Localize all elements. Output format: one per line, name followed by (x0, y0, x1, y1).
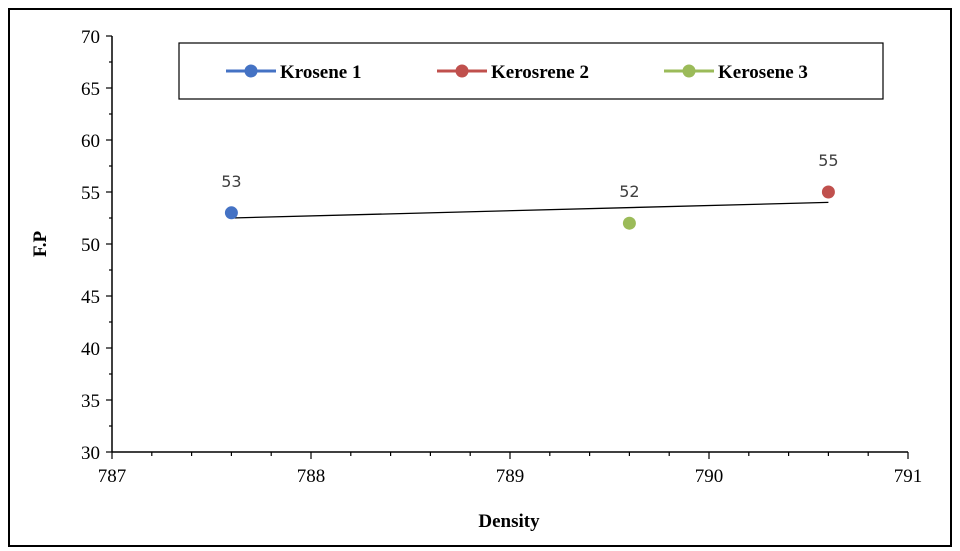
x-tick-label: 787 (98, 466, 127, 487)
y-tick-label: 45 (81, 287, 100, 308)
x-tick-label: 789 (496, 466, 525, 487)
legend: Krosene 1 Kerosrene 2 Kerosene 3 (178, 42, 884, 100)
legend-label: Kerosrene 2 (491, 62, 589, 83)
data-point (224, 206, 238, 220)
legend-label: Krosene 1 (280, 62, 361, 83)
y-tick-label: 40 (81, 339, 100, 360)
legend-marker (244, 64, 258, 78)
legend-label: Kerosene 3 (718, 62, 808, 83)
y-tick-label: 60 (81, 131, 100, 152)
data-point (622, 216, 636, 230)
y-tick-label: 70 (81, 27, 100, 48)
y-tick-label: 55 (81, 183, 100, 204)
data-label: 53 (221, 172, 241, 191)
legend-box (178, 42, 884, 100)
x-tick-label: 788 (297, 466, 326, 487)
x-axis-title: Density (478, 511, 540, 532)
y-tick-label: 30 (81, 443, 100, 464)
data-points: 53 55 52 (221, 151, 839, 230)
trendline (231, 201, 829, 219)
legend-marker (682, 64, 696, 78)
y-tick-label: 50 (81, 235, 100, 256)
y-axis-title: F.P (30, 230, 51, 257)
y-tick-label: 65 (81, 79, 100, 100)
legend-marker (455, 64, 469, 78)
data-point (821, 185, 835, 199)
data-label: 52 (619, 182, 639, 201)
x-tick-label: 791 (894, 466, 923, 487)
x-ticks: 787 788 789 790 791 (98, 452, 923, 487)
x-tick-label: 790 (695, 466, 724, 487)
y-tick-label: 35 (81, 391, 100, 412)
data-label: 55 (818, 151, 838, 170)
y-ticks: 30 35 40 45 50 55 60 65 70 (81, 27, 112, 464)
